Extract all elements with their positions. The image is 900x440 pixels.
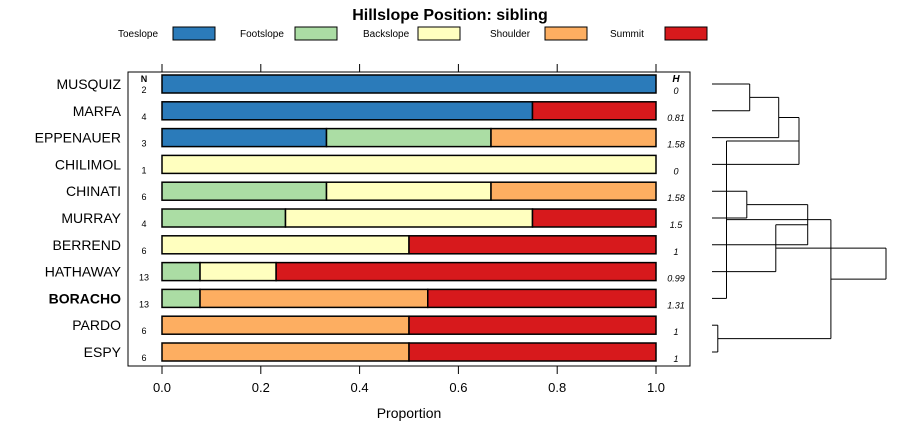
legend-label-shoulder: Shoulder bbox=[490, 29, 531, 40]
bar-segment-backslope bbox=[161, 235, 410, 255]
x-tick-label: 1.0 bbox=[647, 380, 665, 395]
row-chinati: CHINATI 6 1.58 bbox=[66, 181, 685, 203]
legend: Toeslope Footslope Backslope Shoulder Summit bbox=[118, 26, 708, 41]
x-tick-label: 0.0 bbox=[153, 380, 171, 395]
bar-segment-footslope bbox=[161, 288, 201, 309]
row-eppenauer: EPPENAUER 3 1.58 bbox=[35, 127, 685, 150]
row-label: MARFA bbox=[73, 103, 122, 119]
row-n-count: 13 bbox=[139, 273, 149, 283]
legend-swatch-summit bbox=[664, 26, 708, 41]
row-n-count: 1 bbox=[141, 165, 146, 175]
row-h-value: 1.58 bbox=[667, 193, 685, 203]
bar-segment-shoulder bbox=[161, 342, 410, 362]
legend-swatch-toeslope bbox=[172, 26, 216, 41]
row-n-count: 6 bbox=[141, 353, 146, 363]
row-h-value: 0.99 bbox=[667, 274, 685, 284]
row-label: EPPENAUER bbox=[35, 130, 121, 146]
row-pardo: PARDO 6 1 bbox=[72, 315, 679, 337]
legend-swatch-backslope bbox=[417, 26, 461, 41]
row-h-value: 1.5 bbox=[670, 220, 684, 230]
row-h-value: 1.31 bbox=[667, 300, 685, 310]
bar-segment-footslope bbox=[161, 181, 328, 201]
bar-segment-backslope bbox=[199, 261, 277, 282]
row-n-count: 3 bbox=[141, 139, 146, 149]
bar-segment-backslope bbox=[161, 154, 657, 175]
bar-rows: MUSQUIZ 2 0 MARFA 4 0.81 EPPENAUER 3 1.58 CHILIMO… bbox=[35, 74, 685, 364]
row-label: BORACHO bbox=[49, 290, 121, 306]
bar-segment-shoulder bbox=[199, 288, 429, 309]
bar-segment-summit bbox=[408, 315, 657, 335]
h-header: H bbox=[672, 74, 680, 85]
row-chilimol: CHILIMOL 1 0 bbox=[55, 154, 679, 176]
row-label: PARDO bbox=[72, 317, 121, 333]
row-h-value: 0.81 bbox=[667, 113, 685, 123]
row-marfa: MARFA 4 0.81 bbox=[73, 101, 685, 123]
x-tick-label: 0.2 bbox=[252, 380, 270, 395]
bar-segment-backslope bbox=[284, 208, 534, 228]
row-musquiz: MUSQUIZ 2 0 bbox=[56, 74, 679, 96]
x-axis: 0.0 0.2 0.4 0.6 0.8 1.0 bbox=[153, 64, 665, 395]
row-label: HATHAWAY bbox=[45, 264, 122, 280]
x-axis-label: Proportion bbox=[377, 405, 442, 421]
x-tick-label: 0.6 bbox=[449, 380, 467, 395]
legend-label-toeslope: Toeslope bbox=[118, 29, 158, 40]
row-h-value: 1 bbox=[673, 327, 678, 337]
legend-swatch-shoulder bbox=[544, 26, 588, 41]
row-label: CHILIMOL bbox=[55, 156, 121, 172]
plot-frame bbox=[127, 71, 691, 367]
row-label: MUSQUIZ bbox=[56, 76, 121, 92]
chart-title: Hillslope Position: sibling bbox=[352, 7, 548, 24]
row-label: MURRAY bbox=[61, 210, 121, 226]
row-n-count: 6 bbox=[141, 192, 146, 202]
bar-segment-shoulder bbox=[490, 181, 657, 201]
row-h-value: 0 bbox=[673, 166, 678, 176]
n-header: N bbox=[141, 74, 148, 84]
bar-segment-toeslope bbox=[161, 101, 534, 121]
row-boracho: BORACHO 13 1.31 bbox=[49, 288, 685, 310]
row-label: ESPY bbox=[84, 344, 122, 360]
bar-segment-summit bbox=[408, 342, 657, 362]
row-n-count: 6 bbox=[141, 246, 146, 256]
bar-segment-backslope bbox=[325, 181, 492, 201]
row-espy: ESPY 6 1 bbox=[84, 342, 679, 364]
row-n-count: 4 bbox=[141, 112, 146, 122]
bar-segment-toeslope bbox=[161, 127, 328, 148]
x-tick-label: 0.4 bbox=[351, 380, 369, 395]
bar-segment-shoulder bbox=[490, 127, 657, 148]
bar-segment-summit bbox=[427, 288, 657, 309]
bar-segment-toeslope bbox=[161, 74, 657, 94]
row-n-count: 2 bbox=[141, 85, 146, 95]
bar-segment-footslope bbox=[161, 208, 287, 228]
row-label: BERREND bbox=[53, 237, 121, 253]
row-hathaway: HATHAWAY 13 0.99 bbox=[45, 261, 685, 284]
row-label: CHINATI bbox=[66, 183, 121, 199]
bar-segment-summit bbox=[275, 261, 657, 282]
bar-segment-summit bbox=[531, 208, 657, 228]
row-n-count: 6 bbox=[141, 326, 146, 336]
legend-label-backslope: Backslope bbox=[363, 29, 410, 40]
bar-segment-shoulder bbox=[161, 315, 410, 335]
x-tick-label: 0.8 bbox=[548, 380, 566, 395]
legend-swatch-footslope bbox=[294, 26, 338, 41]
row-n-count: 4 bbox=[141, 219, 146, 229]
bar-segment-summit bbox=[531, 101, 657, 121]
row-h-value: 1.58 bbox=[667, 140, 685, 150]
row-h-value: 1 bbox=[673, 354, 678, 364]
row-h-value: 0 bbox=[673, 86, 678, 96]
bar-segment-footslope bbox=[161, 261, 201, 282]
row-h-value: 1 bbox=[673, 247, 678, 257]
legend-label-summit: Summit bbox=[610, 29, 644, 40]
bar-segment-summit bbox=[408, 235, 657, 255]
dendrogram bbox=[712, 83, 887, 353]
row-berrend: BERREND 6 1 bbox=[53, 235, 679, 257]
legend-label-footslope: Footslope bbox=[240, 29, 284, 40]
bar-segment-footslope bbox=[325, 127, 492, 148]
row-n-count: 13 bbox=[139, 299, 149, 309]
row-murray: MURRAY 4 1.5 bbox=[61, 208, 684, 230]
